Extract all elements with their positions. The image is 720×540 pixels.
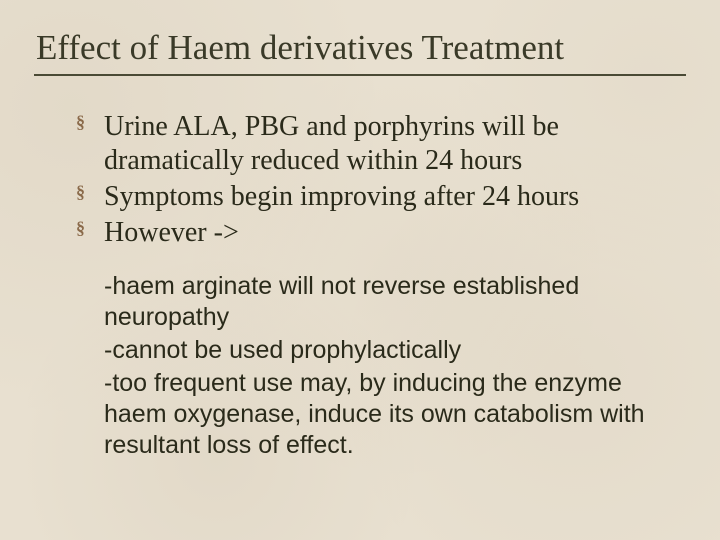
sublist-item: -haem arginate will not reverse establis… [104, 271, 686, 333]
list-item: § Symptoms begin improving after 24 hour… [76, 180, 686, 214]
sublist-item: -too frequent use may, by inducing the e… [104, 368, 686, 461]
title-underline [34, 74, 686, 76]
main-bullet-list: § Urine ALA, PBG and porphyrins will be … [34, 110, 686, 251]
sublist-item: -cannot be used prophylactically [104, 335, 686, 366]
bullet-marker-icon: § [76, 182, 85, 204]
bullet-marker-icon: § [76, 112, 85, 134]
sub-list: -haem arginate will not reverse establis… [34, 271, 686, 461]
bullet-text: However -> [104, 217, 239, 248]
bullet-text: Symptoms begin improving after 24 hours [104, 181, 579, 212]
bullet-marker-icon: § [76, 218, 85, 240]
slide-title: Effect of Haem derivatives Treatment [34, 28, 686, 68]
list-item: § Urine ALA, PBG and porphyrins will be … [76, 110, 686, 178]
list-item: § However -> [76, 216, 686, 250]
bullet-text: Urine ALA, PBG and porphyrins will be dr… [104, 111, 559, 176]
